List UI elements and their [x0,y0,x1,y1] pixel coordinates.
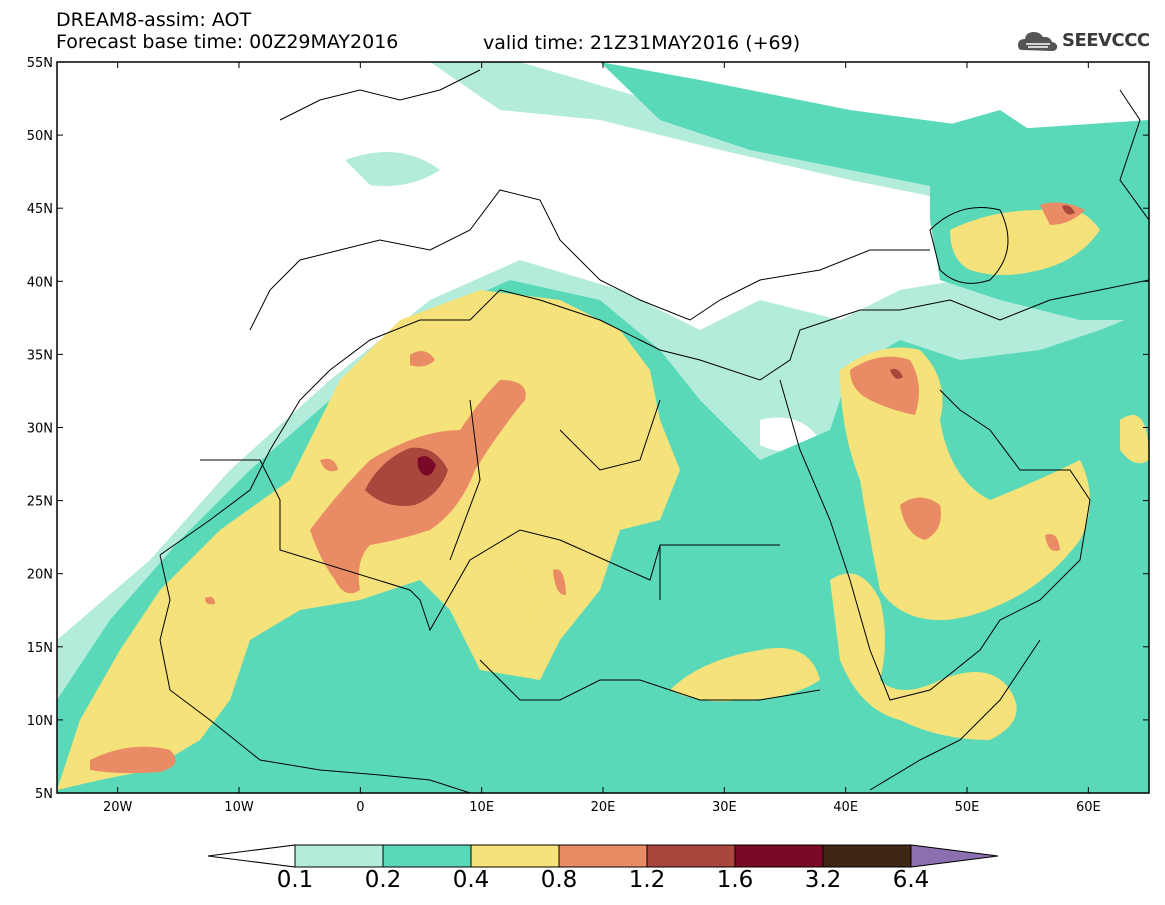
colorbar-level-label: 0.2 [364,867,402,893]
aot-field [57,62,1149,793]
colorbar-high-arrow [910,844,999,868]
colorbar-swatch [822,844,912,868]
lon-label: 20W [103,800,133,815]
lat-label: 50N [27,129,53,144]
longitude-axis: 20W 10W 0 10E 20E 30E 40E 50E 60E [103,62,1101,815]
colorbar-level-label: 0.1 [276,867,314,893]
colorbar-swatch [470,844,560,868]
colorbar-swatch [558,844,648,868]
colorbar-level-label: 1.6 [716,867,754,893]
valid-time: valid time: 21Z31MAY2016 (+69) [483,32,801,54]
lon-label: 10E [469,800,494,815]
map-title: DREAM8-assim: AOT [56,9,252,31]
colorbar-level-label: 0.4 [452,867,490,893]
lon-label: 0 [356,800,364,815]
lon-label: 60E [1076,800,1101,815]
lat-label: 5N [35,787,53,802]
lat-label: 25N [27,495,53,510]
lon-label: 50E [955,800,980,815]
coastlines [159,69,1149,793]
lat-label: 40N [27,275,53,290]
colorbar [207,844,999,868]
colorbar-level-label: 0.8 [540,867,578,893]
lat-label: 45N [27,202,53,217]
colorbar-level-label: 3.2 [804,867,842,893]
cloud-icon [1018,32,1058,51]
colorbar-swatch [646,844,736,868]
lon-label: 10W [224,800,254,815]
lon-label: 20E [591,800,616,815]
colorbar-swatch [382,844,472,868]
logo-text: SEEVCCC [1062,30,1150,51]
latitude-axis: 55N 50N 45N 40N 35N 30N 25N 20N 15N 10N 5N [27,56,1149,802]
lat-label: 15N [27,641,53,656]
colorbar-swatch [294,844,384,868]
lat-label: 10N [27,714,53,729]
lon-label: 40E [833,800,858,815]
colorbar-level-label: 6.4 [892,867,930,893]
colorbar-swatch [734,844,824,868]
forecast-base-time: Forecast base time: 00Z29MAY2016 [56,31,399,53]
lat-label: 55N [27,56,53,71]
colorbar-level-label: 1.2 [628,867,666,893]
colorbar-low-arrow [207,844,296,868]
lat-label: 35N [27,348,53,363]
lat-label: 20N [27,568,53,583]
lon-label: 30E [712,800,737,815]
lat-label: 30N [27,422,53,437]
